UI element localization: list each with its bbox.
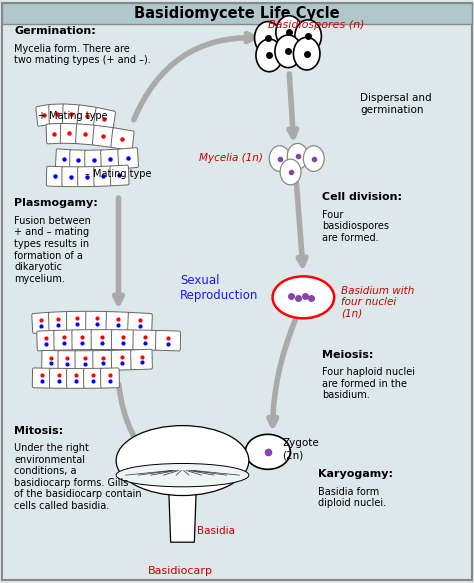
Text: Basidiomycete Life Cycle: Basidiomycete Life Cycle: [134, 6, 340, 22]
Circle shape: [295, 20, 321, 52]
FancyBboxPatch shape: [128, 312, 152, 333]
FancyBboxPatch shape: [131, 349, 152, 370]
FancyBboxPatch shape: [70, 150, 87, 170]
FancyBboxPatch shape: [46, 166, 64, 187]
Text: + Mating type: + Mating type: [38, 111, 108, 121]
Text: Basidiospores (n): Basidiospores (n): [268, 20, 365, 30]
Text: Mycelia (1n): Mycelia (1n): [199, 153, 263, 163]
FancyBboxPatch shape: [49, 104, 64, 124]
PathPatch shape: [168, 475, 197, 542]
Ellipse shape: [116, 463, 249, 487]
FancyBboxPatch shape: [78, 167, 95, 187]
Text: Mitosis:: Mitosis:: [14, 426, 64, 436]
Text: Basidia form
diploid nuclei.: Basidia form diploid nuclei.: [318, 487, 386, 508]
FancyBboxPatch shape: [91, 330, 113, 350]
Text: Plasmogamy:: Plasmogamy:: [14, 198, 98, 208]
FancyBboxPatch shape: [66, 368, 85, 388]
FancyBboxPatch shape: [93, 107, 116, 131]
FancyBboxPatch shape: [54, 330, 73, 350]
FancyBboxPatch shape: [111, 350, 132, 370]
FancyBboxPatch shape: [36, 104, 52, 126]
Text: Four
basidiospores
are formed.: Four basidiospores are formed.: [322, 210, 389, 243]
FancyBboxPatch shape: [37, 331, 55, 351]
FancyBboxPatch shape: [93, 166, 112, 187]
Text: Sexual
Reproduction: Sexual Reproduction: [180, 274, 258, 302]
FancyBboxPatch shape: [77, 105, 97, 127]
FancyBboxPatch shape: [63, 104, 80, 125]
Text: Four haploid nuclei
are formed in the
basidium.: Four haploid nuclei are formed in the ba…: [322, 367, 415, 401]
Text: Germination:: Germination:: [14, 26, 96, 36]
Circle shape: [280, 159, 301, 185]
Circle shape: [276, 16, 302, 48]
FancyBboxPatch shape: [49, 368, 68, 388]
FancyBboxPatch shape: [32, 368, 51, 388]
FancyBboxPatch shape: [48, 311, 68, 332]
Circle shape: [256, 39, 283, 72]
Text: Basidiocarp: Basidiocarp: [147, 566, 213, 575]
FancyBboxPatch shape: [92, 125, 114, 147]
Text: Cell division:: Cell division:: [322, 192, 402, 202]
FancyBboxPatch shape: [93, 350, 113, 371]
Circle shape: [269, 146, 290, 171]
FancyBboxPatch shape: [76, 124, 95, 145]
FancyBboxPatch shape: [111, 128, 134, 150]
Ellipse shape: [246, 434, 290, 469]
Text: – Mating type: – Mating type: [85, 169, 152, 179]
FancyBboxPatch shape: [83, 368, 102, 388]
FancyBboxPatch shape: [60, 124, 78, 143]
FancyBboxPatch shape: [2, 3, 472, 24]
FancyBboxPatch shape: [46, 124, 63, 144]
Text: Zygote
(2n): Zygote (2n): [282, 438, 319, 460]
FancyBboxPatch shape: [62, 167, 79, 187]
FancyBboxPatch shape: [72, 330, 92, 350]
Ellipse shape: [116, 426, 249, 496]
FancyBboxPatch shape: [111, 330, 134, 350]
FancyBboxPatch shape: [55, 149, 72, 170]
FancyBboxPatch shape: [106, 311, 129, 332]
FancyBboxPatch shape: [32, 312, 51, 333]
Text: Meiosis:: Meiosis:: [322, 350, 374, 360]
Text: Mycelia form. There are
two mating types (+ and –).: Mycelia form. There are two mating types…: [14, 44, 151, 65]
FancyBboxPatch shape: [85, 150, 102, 170]
Circle shape: [287, 143, 308, 169]
FancyBboxPatch shape: [100, 149, 120, 170]
Text: Fusion between
+ and – mating
types results in
formation of a
dikaryotic
myceliu: Fusion between + and – mating types resu…: [14, 216, 91, 284]
Text: Karyogamy:: Karyogamy:: [318, 469, 392, 479]
Circle shape: [255, 22, 281, 54]
Text: Dispersal and
germination: Dispersal and germination: [360, 93, 432, 115]
Circle shape: [303, 146, 324, 171]
FancyBboxPatch shape: [110, 165, 129, 186]
Circle shape: [293, 37, 320, 70]
FancyBboxPatch shape: [42, 350, 60, 371]
FancyBboxPatch shape: [155, 331, 181, 351]
FancyBboxPatch shape: [86, 311, 108, 331]
FancyBboxPatch shape: [75, 351, 94, 371]
FancyBboxPatch shape: [66, 311, 87, 331]
Circle shape: [275, 35, 301, 68]
FancyBboxPatch shape: [100, 368, 119, 388]
FancyBboxPatch shape: [133, 330, 157, 350]
FancyBboxPatch shape: [58, 351, 76, 371]
Text: Under the right
environmental
conditions, a
basidiocarp forms. Gills
of the basi: Under the right environmental conditions…: [14, 443, 142, 511]
FancyBboxPatch shape: [118, 147, 138, 169]
Text: Basidia: Basidia: [197, 526, 235, 536]
Ellipse shape: [273, 276, 334, 318]
Text: Basidium with
four nuclei
(1n): Basidium with four nuclei (1n): [341, 286, 415, 319]
